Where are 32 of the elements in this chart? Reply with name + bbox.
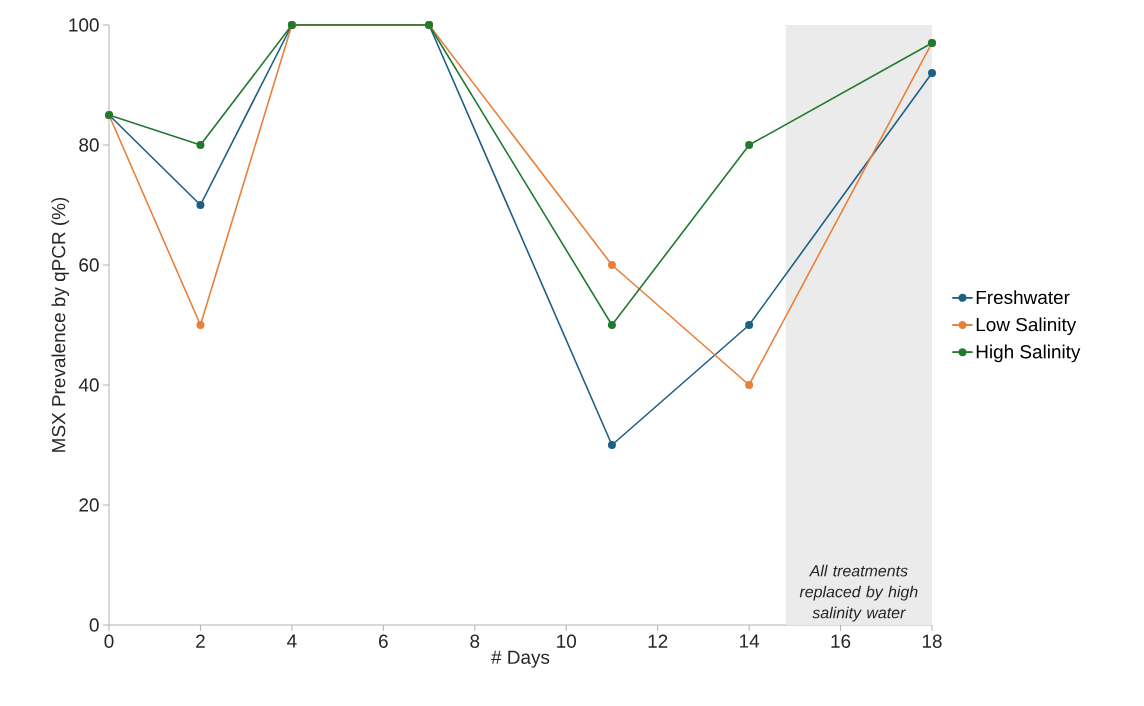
point — [196, 140, 205, 149]
point — [607, 321, 616, 329]
y-tick-label: 40 — [78, 378, 99, 392]
y-tick-label: 100 — [69, 18, 99, 32]
x-tick-label: 18 — [922, 634, 942, 648]
point — [928, 68, 937, 77]
x-tick-label: 14 — [740, 634, 760, 648]
legend-label: High Salinity — [976, 344, 1081, 363]
x-tick-label: 2 — [196, 634, 205, 648]
point — [607, 441, 616, 449]
y-tick-label: 80 — [79, 138, 99, 152]
y-tick-label: 60 — [79, 258, 99, 272]
point — [196, 321, 205, 329]
band-label: All treatments replaced by high salinity water — [799, 564, 918, 622]
point — [607, 260, 616, 269]
x-tick-label: 0 — [104, 634, 114, 648]
point — [196, 200, 205, 209]
legend-label: Freshwater — [976, 290, 1070, 305]
y-tick-label: 0 — [89, 618, 99, 632]
x-tick-label: 12 — [648, 634, 668, 648]
legend-label: Low Salinity — [976, 317, 1077, 336]
x-axis-title: # Days — [491, 650, 550, 668]
x-tick-label: 8 — [470, 634, 480, 648]
point — [745, 381, 754, 389]
point — [745, 140, 754, 149]
x-tick-label: 10 — [557, 634, 576, 648]
y-tick-label: 20 — [79, 498, 99, 512]
x-tick-label: 16 — [831, 634, 851, 648]
x-tick-label: 6 — [379, 634, 388, 648]
point — [745, 321, 754, 329]
x-tick-label: 4 — [287, 634, 297, 648]
y-axis-title: MSX Prevalence by qPCR (%) — [51, 197, 70, 452]
